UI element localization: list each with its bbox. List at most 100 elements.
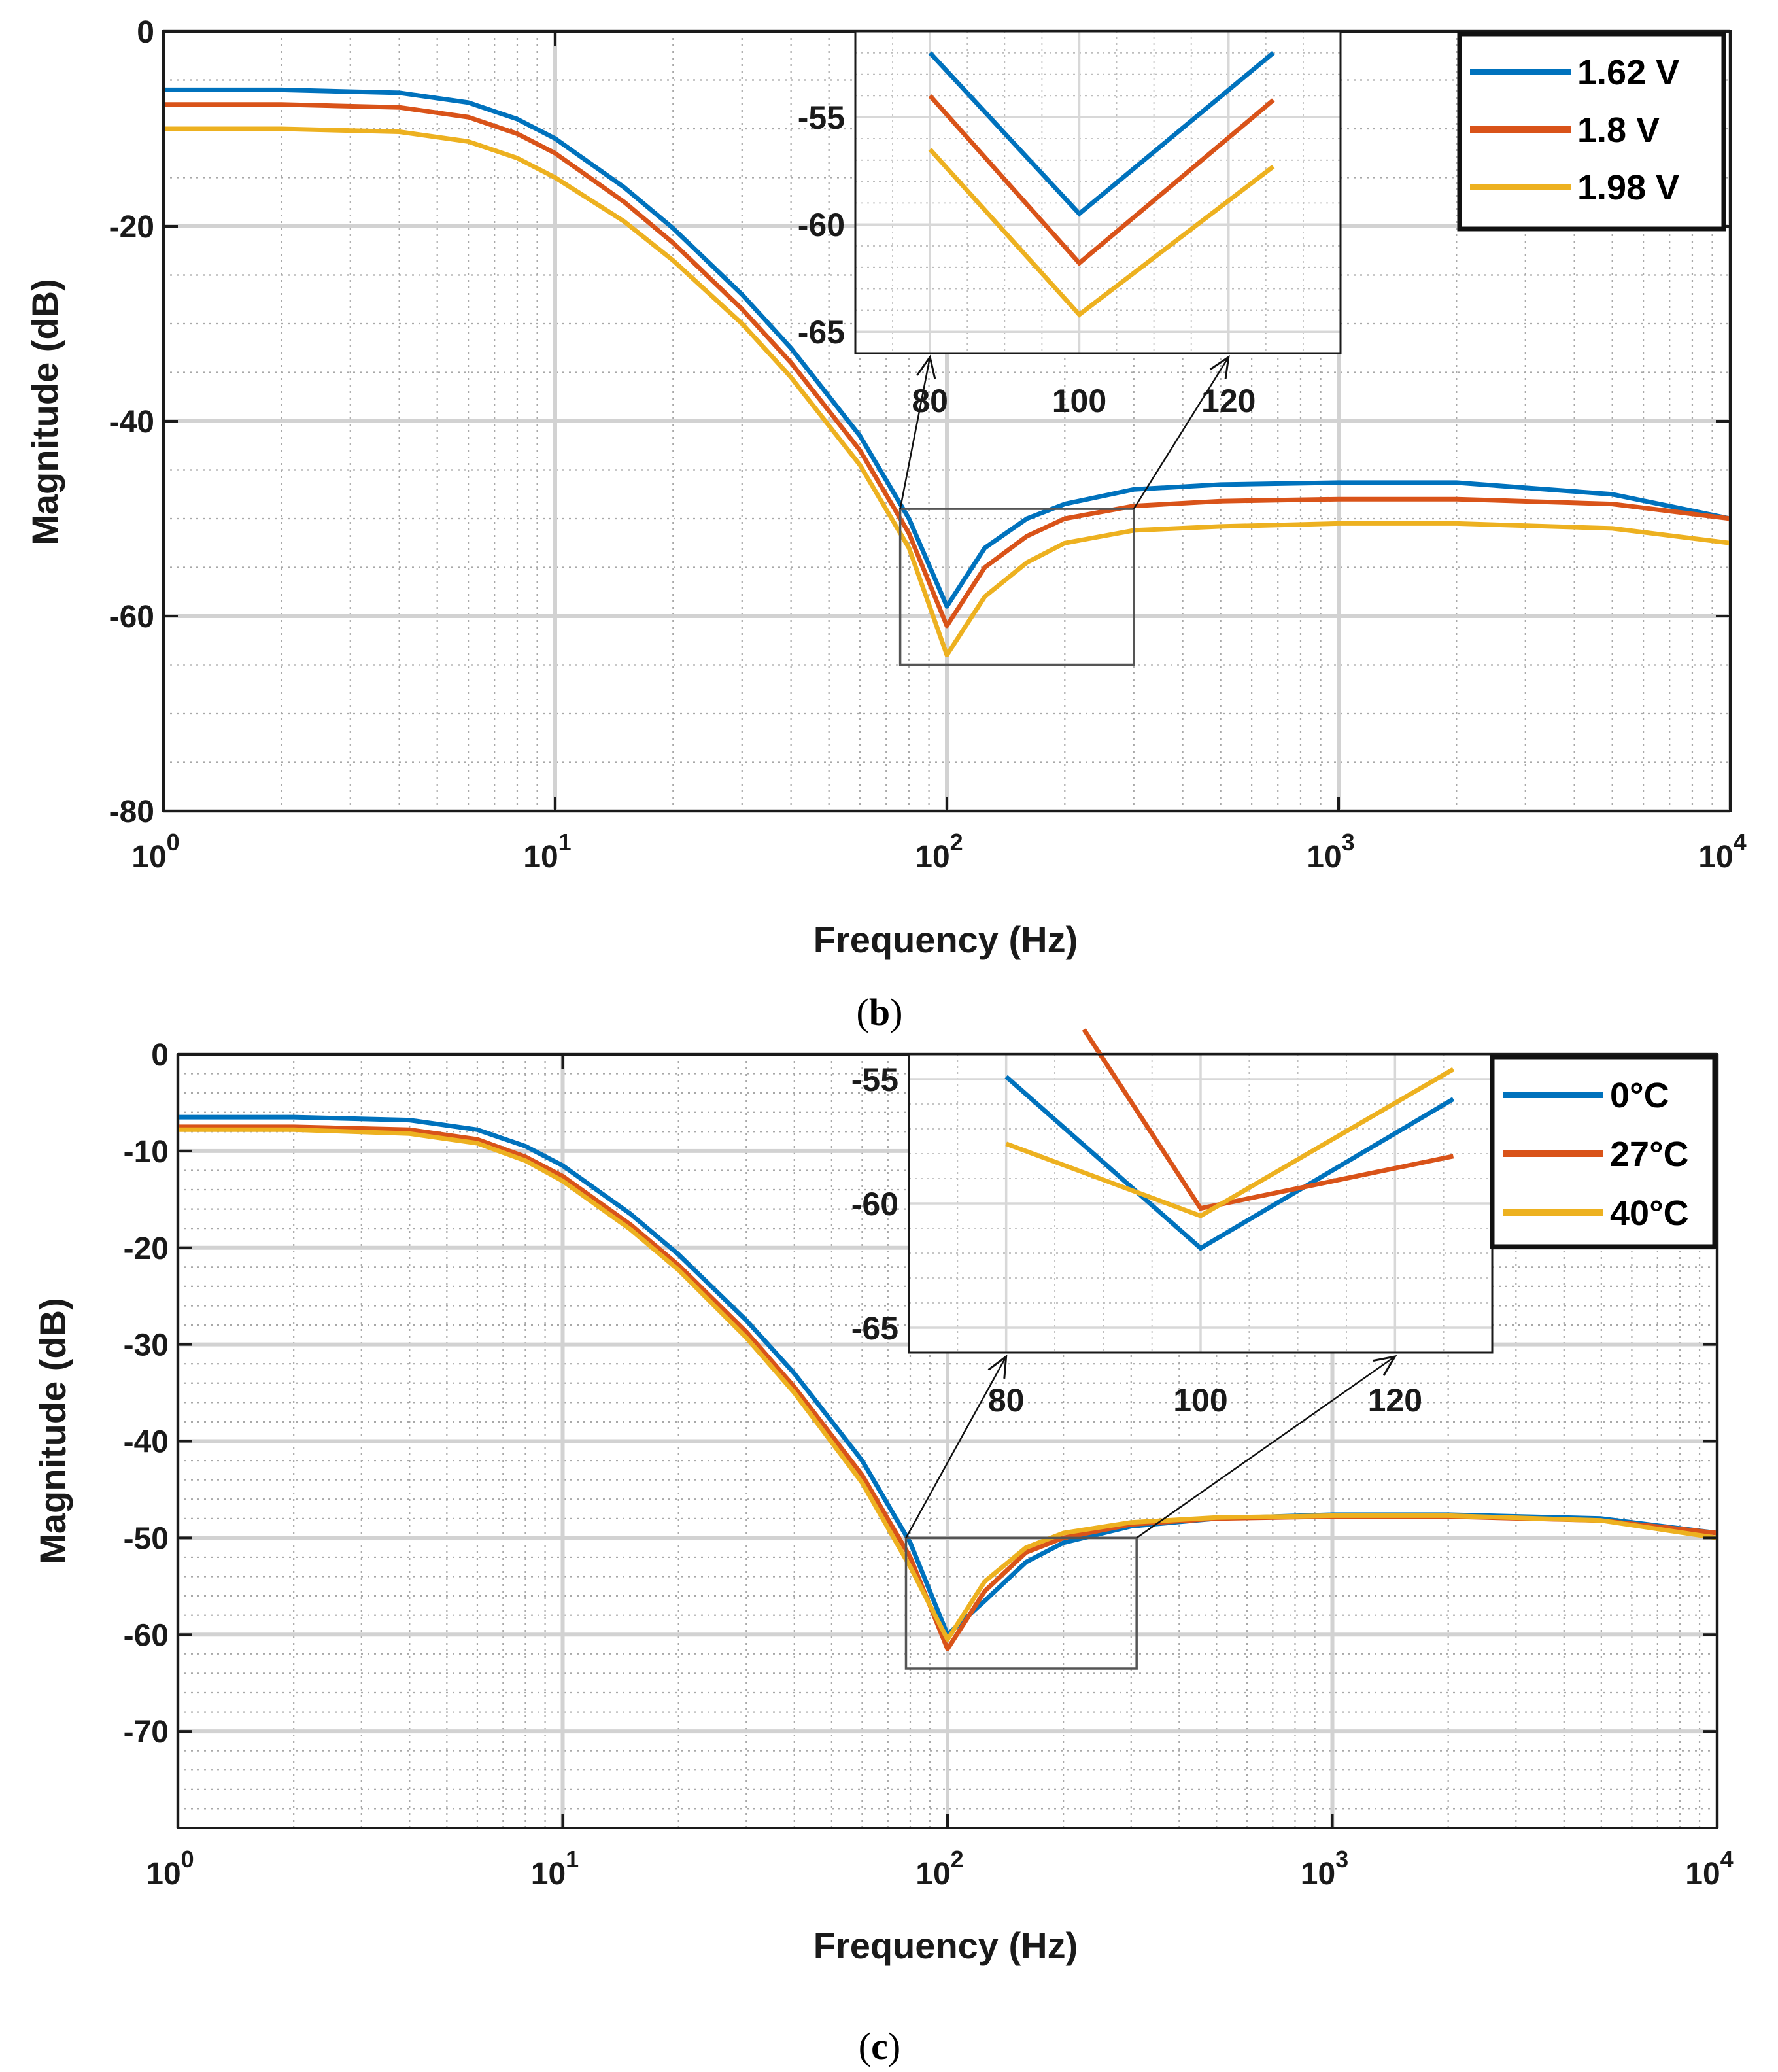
- y-axis-label: Magnitude (dB): [32, 1298, 73, 1564]
- inset-x-tick-label: 100: [1052, 383, 1106, 419]
- x-tick-exponent: 0: [181, 1846, 194, 1873]
- series-line: [163, 102, 1731, 629]
- y-tick-label: 0: [137, 15, 154, 50]
- inset-series-line: [928, 51, 1275, 217]
- zoom-leader-line: [1133, 356, 1229, 509]
- x-axis-label: Frequency (Hz): [813, 1925, 1078, 1966]
- inset-series-line: [1005, 1067, 1455, 1218]
- legend-label: 40°C: [1610, 1194, 1689, 1233]
- inset-x-tick-label: 100: [1173, 1382, 1227, 1419]
- x-tick-base: 10: [1307, 840, 1341, 874]
- x-tick-exponent: 1: [566, 1846, 579, 1873]
- x-tick-base: 10: [146, 1857, 180, 1891]
- y-tick-label: -60: [109, 600, 154, 634]
- x-tick-base: 10: [915, 840, 949, 874]
- x-tick-exponent: 3: [1342, 829, 1355, 855]
- x-tick-base: 10: [1698, 840, 1733, 874]
- legend-label: 1.8 V: [1577, 111, 1660, 150]
- zoom-rectangle: [898, 508, 1135, 666]
- y-tick-label: -20: [124, 1232, 169, 1266]
- series-lines: [163, 87, 1731, 658]
- legend-label: 1.98 V: [1577, 168, 1679, 207]
- x-tick-base: 10: [1301, 1857, 1335, 1891]
- y-tick-label: -30: [124, 1328, 169, 1363]
- zoom-arrowhead: [1373, 1355, 1397, 1376]
- y-tick-label: -50: [124, 1521, 169, 1556]
- series-line: [178, 1127, 1718, 1642]
- zoom-arrowhead: [916, 354, 936, 379]
- legend: 1.62 V 1.8 V 1.98 V: [1457, 31, 1726, 232]
- x-tick-exponent: 4: [1734, 829, 1747, 855]
- inset-zoom-plot: 80 100 120 -55 -60 -65: [798, 30, 1342, 419]
- x-tick-exponent: 0: [167, 829, 180, 855]
- x-tick-exponent: 2: [951, 1846, 964, 1873]
- inset-series-line: [1004, 1075, 1455, 1251]
- x-tick-label: 103: [1301, 1846, 1348, 1891]
- zoom-box: [898, 354, 1230, 666]
- x-tick-base: 10: [915, 1857, 950, 1891]
- x-tick-label: 102: [915, 829, 963, 874]
- inset-y-tick-label: -65: [851, 1310, 898, 1347]
- x-tick-label: 101: [531, 1846, 579, 1891]
- x-tick-label: 104: [1685, 1846, 1733, 1891]
- x-tick-exponent: 3: [1335, 1846, 1348, 1873]
- inset-series-line: [928, 94, 1275, 267]
- inset-x-tick-label: 120: [1368, 1382, 1422, 1419]
- legend-label: 1.62 V: [1577, 53, 1679, 92]
- series-lines: [178, 1114, 1718, 1651]
- inset-y-tick-label: -65: [798, 314, 845, 351]
- y-tick-label: -60: [124, 1618, 169, 1653]
- x-tick-label: 100: [131, 829, 179, 874]
- y-tick-label: -10: [124, 1135, 169, 1169]
- y-tick-label: -70: [124, 1715, 169, 1750]
- inset-y-tick-label: -55: [798, 99, 845, 136]
- zoom-arrowhead: [1209, 354, 1230, 379]
- series-line: [163, 126, 1731, 658]
- panel-caption-c: (c): [859, 2025, 900, 2067]
- inset-x-tick-label: 80: [988, 1382, 1025, 1419]
- inset-series-line: [928, 148, 1275, 318]
- zoom-leader-line: [899, 356, 931, 509]
- legend-label: 0°C: [1610, 1076, 1669, 1115]
- legend: 0°C 27°C 40°C: [1490, 1054, 1717, 1249]
- x-tick-label: 104: [1698, 829, 1746, 874]
- x-tick-exponent: 4: [1720, 1846, 1734, 1873]
- zoom-arrowhead: [987, 1354, 1008, 1379]
- inset-frame: [854, 30, 1342, 354]
- x-tick-base: 10: [523, 840, 558, 874]
- y-axis-label: Magnitude (dB): [24, 279, 65, 545]
- inset-y-tick-label: -60: [851, 1186, 898, 1222]
- panel-caption-b: (b): [857, 991, 903, 1033]
- legend-label: 27°C: [1610, 1135, 1689, 1174]
- x-tick-label: 102: [915, 1846, 963, 1891]
- y-tick-label: -40: [124, 1425, 169, 1460]
- zoom-leader-line: [905, 1356, 1007, 1538]
- panel-caption-letter: c: [871, 2025, 888, 2067]
- panel-caption-letter: b: [869, 991, 890, 1033]
- x-tick-base: 10: [131, 840, 166, 874]
- zoom-box: [904, 1354, 1397, 1670]
- inset-x-tick-label: 120: [1201, 383, 1256, 419]
- x-tick-label: 101: [523, 829, 571, 874]
- y-tick-label: -80: [109, 795, 154, 829]
- series-line: [163, 87, 1731, 609]
- x-tick-exponent: 1: [558, 829, 572, 855]
- y-tick-label: -40: [109, 405, 154, 440]
- x-tick-label: 103: [1307, 829, 1354, 874]
- zoom-leader-line: [1136, 1355, 1396, 1539]
- inset-y-tick-label: -55: [851, 1062, 898, 1098]
- x-tick-exponent: 2: [950, 829, 963, 855]
- x-axis-label: Frequency (Hz): [813, 919, 1078, 960]
- inset-zoom-plot: 80 100 120 -55 -60 -65: [851, 1028, 1494, 1419]
- y-tick-label: -20: [109, 210, 154, 245]
- inset-y-tick-label: -60: [798, 207, 845, 243]
- y-tick-label: 0: [151, 1038, 169, 1073]
- x-tick-label: 100: [146, 1846, 194, 1891]
- inset-x-tick-label: 80: [912, 383, 948, 419]
- x-tick-base: 10: [1685, 1857, 1720, 1891]
